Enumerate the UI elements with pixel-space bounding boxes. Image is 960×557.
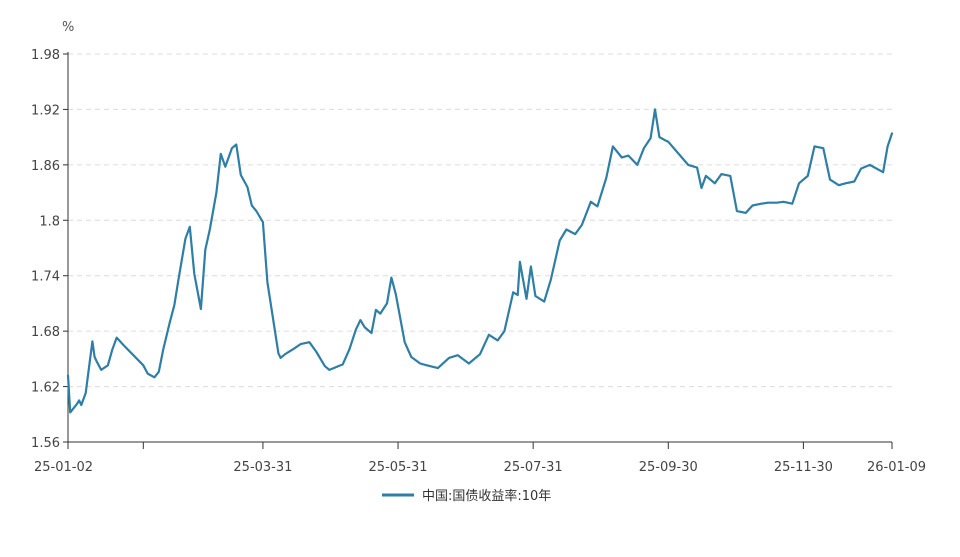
y-axis-unit-label: % [62, 20, 74, 35]
y-tick-label: 1.56 [31, 436, 60, 451]
x-axis-ticks: 25-01-02 25-03-31 25-05-31 25-07-31 25-09-30… [34, 442, 926, 475]
y-tick-label: 1.92 [31, 103, 60, 118]
grid-lines [68, 53, 892, 388]
y-axis-ticks: 1.56 1.62 1.68 1.74 1.8 1.86 1.92 1.98 [31, 48, 68, 451]
legend-label: 中国:国债收益率:10年 [422, 488, 551, 504]
legend[interactable]: 中国:国债收益率:10年 [382, 488, 551, 504]
x-tick-label: 26-01-09 [867, 460, 926, 475]
y-tick-label: 1.8 [39, 214, 60, 229]
y-tick-label: 1.98 [31, 48, 60, 63]
x-tick-label: 25-03-31 [233, 460, 292, 475]
x-tick-label: 25-11-30 [774, 460, 833, 475]
y-tick-label: 1.86 [31, 159, 60, 174]
x-tick-label: 25-07-31 [504, 460, 563, 475]
y-tick-label: 1.62 [31, 381, 60, 396]
x-tick-label: 25-09-30 [639, 460, 698, 475]
x-tick-label: 25-05-31 [369, 460, 428, 475]
x-tick-label: 25-01-02 [34, 460, 93, 475]
y-tick-label: 1.74 [31, 270, 60, 285]
series-line-10y-yield [66, 108, 894, 414]
y-tick-label: 1.68 [31, 325, 60, 340]
series-group [66, 108, 894, 414]
